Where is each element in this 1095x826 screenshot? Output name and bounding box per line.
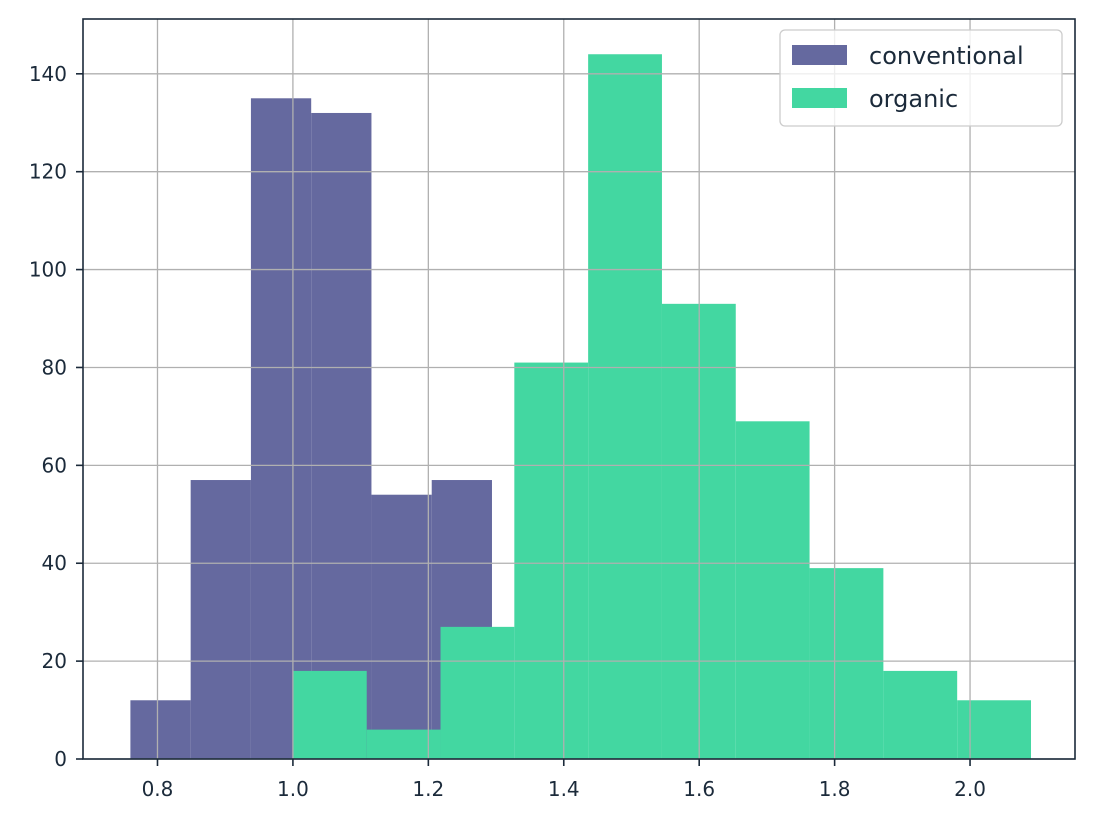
axes-frame — [82, 18, 1076, 760]
bar-conventional-4 — [371, 494, 432, 759]
bar-organic-2 — [440, 626, 515, 759]
x-tick-label: 2.0 — [954, 777, 986, 801]
bar-organic-0 — [292, 670, 367, 759]
legend-swatch-conventional — [792, 45, 847, 65]
y-tick-label: 80 — [42, 355, 67, 379]
y-axis: 0 20 40 60 80 100 120 140 — [29, 62, 83, 771]
bar-organic-6 — [735, 421, 810, 759]
legend-label-organic: organic — [869, 85, 958, 113]
x-tick-label: 1.6 — [683, 777, 715, 801]
bar-conventional-1 — [190, 480, 251, 759]
y-tick-label: 120 — [29, 160, 67, 184]
legend-label-conventional: conventional — [869, 42, 1024, 70]
legend-swatch-organic — [792, 88, 847, 108]
x-tick-label: 1.8 — [819, 777, 851, 801]
y-tick-label: 20 — [42, 649, 67, 673]
bar-organic-4 — [588, 54, 662, 760]
x-tick-label: 1.4 — [548, 777, 580, 801]
bar-conventional-2 — [250, 98, 312, 760]
bar-organic-1 — [366, 729, 441, 759]
y-tick-label: 0 — [54, 747, 67, 771]
x-tick-label: 1.2 — [412, 777, 444, 801]
bar-organic-8 — [883, 670, 958, 759]
y-tick-label: 60 — [42, 453, 67, 477]
y-tick-label: 100 — [29, 258, 67, 282]
legend-box — [779, 29, 1063, 127]
grid — [83, 19, 1075, 760]
y-tick-label: 140 — [29, 62, 67, 86]
bar-organic-7 — [809, 568, 884, 759]
bar-organic-9 — [957, 700, 1031, 759]
bar-conventional-3 — [311, 112, 372, 760]
x-tick-label: 1.0 — [277, 777, 309, 801]
bar-organic-3 — [514, 362, 589, 759]
x-axis: 0.8 1.0 1.2 1.4 1.6 1.8 2.0 — [142, 759, 986, 801]
bar-conventional-0 — [130, 700, 191, 759]
y-tick-label: 40 — [42, 551, 67, 575]
x-tick-label: 0.8 — [142, 777, 174, 801]
legend: conventional organic — [779, 29, 1063, 127]
